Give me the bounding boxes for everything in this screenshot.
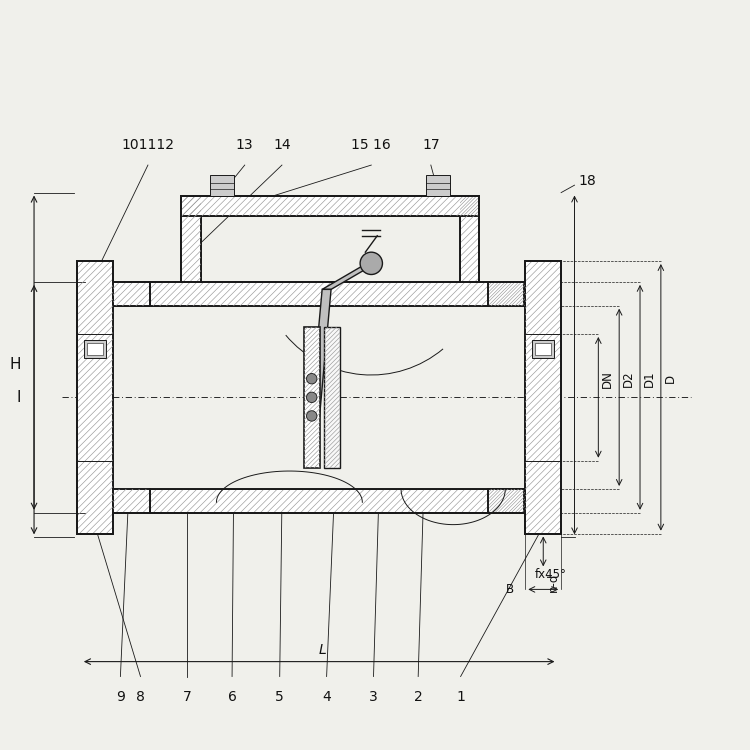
Text: 15 16: 15 16 bbox=[352, 138, 392, 152]
Text: 14: 14 bbox=[273, 138, 291, 152]
Circle shape bbox=[307, 411, 317, 422]
Polygon shape bbox=[324, 326, 340, 468]
Text: D1: D1 bbox=[643, 370, 656, 387]
Text: D: D bbox=[664, 374, 676, 383]
Polygon shape bbox=[77, 261, 113, 533]
Bar bbox=[426, 176, 450, 196]
Circle shape bbox=[360, 252, 382, 274]
Polygon shape bbox=[150, 489, 524, 513]
Text: 6: 6 bbox=[228, 690, 236, 704]
Text: 4: 4 bbox=[322, 690, 331, 704]
Bar bbox=[87, 343, 104, 355]
Polygon shape bbox=[460, 196, 479, 282]
Text: D2: D2 bbox=[622, 370, 635, 387]
Text: fx45°: fx45° bbox=[534, 568, 566, 581]
Polygon shape bbox=[488, 489, 526, 513]
Text: DN: DN bbox=[602, 370, 614, 388]
Polygon shape bbox=[182, 196, 479, 216]
Polygon shape bbox=[526, 261, 561, 533]
Circle shape bbox=[307, 392, 317, 403]
Polygon shape bbox=[308, 290, 331, 453]
Text: 13: 13 bbox=[236, 138, 254, 152]
Text: 17: 17 bbox=[422, 138, 439, 152]
Text: L: L bbox=[319, 644, 327, 657]
Text: 9: 9 bbox=[116, 690, 124, 704]
Text: 7: 7 bbox=[183, 690, 192, 704]
Text: B: B bbox=[506, 583, 515, 596]
Polygon shape bbox=[182, 196, 201, 282]
Text: H: H bbox=[9, 358, 21, 373]
Text: I: I bbox=[16, 390, 21, 405]
Polygon shape bbox=[150, 282, 524, 306]
Text: 5: 5 bbox=[275, 690, 284, 704]
Bar bbox=[532, 340, 554, 358]
Text: 2: 2 bbox=[414, 690, 422, 704]
Text: n-d: n-d bbox=[547, 573, 560, 592]
Polygon shape bbox=[322, 263, 376, 290]
Polygon shape bbox=[113, 489, 150, 513]
Text: 1: 1 bbox=[456, 690, 465, 704]
Text: 8: 8 bbox=[136, 690, 145, 704]
Polygon shape bbox=[113, 282, 150, 306]
Text: 3: 3 bbox=[369, 690, 378, 704]
Text: 18: 18 bbox=[578, 175, 596, 188]
Bar bbox=[211, 176, 234, 196]
Circle shape bbox=[307, 374, 317, 384]
Text: 101112: 101112 bbox=[122, 138, 175, 152]
Bar bbox=[84, 340, 106, 358]
Polygon shape bbox=[304, 326, 320, 468]
Bar bbox=[535, 343, 551, 355]
Polygon shape bbox=[488, 282, 526, 306]
